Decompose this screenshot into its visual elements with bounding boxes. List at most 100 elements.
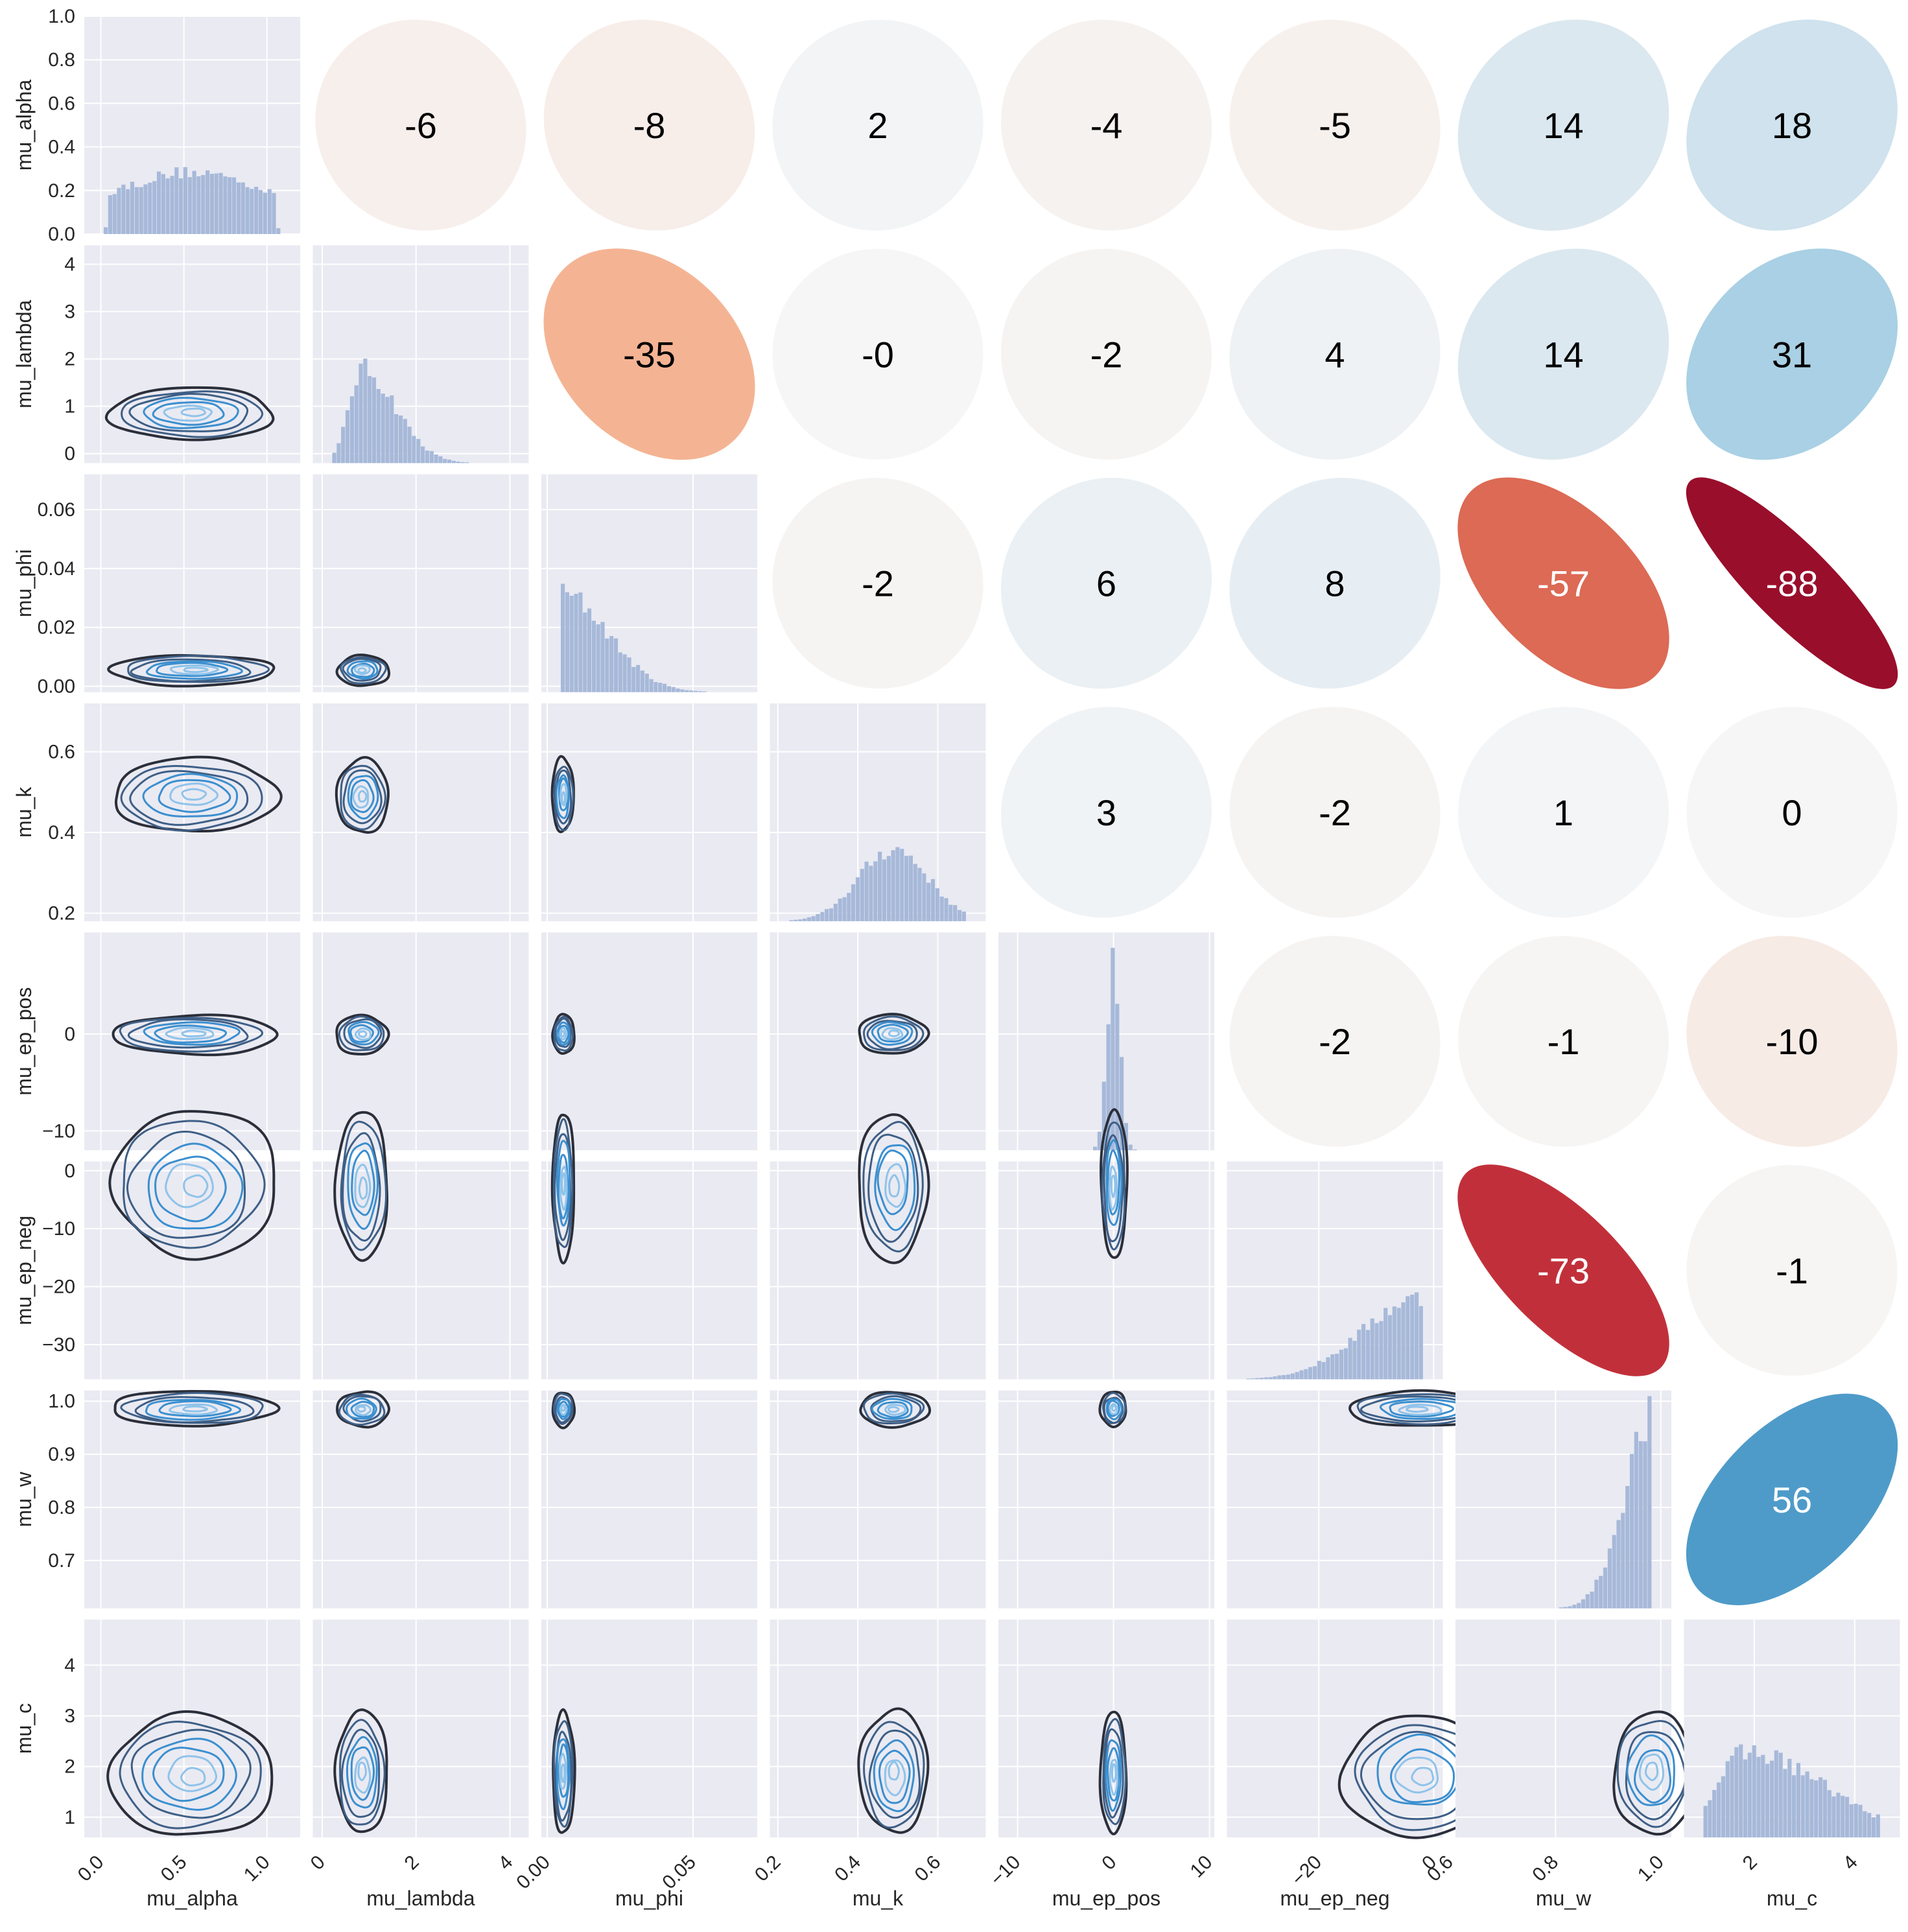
kde-contours: [858, 1113, 930, 1264]
y-tick-label: 0: [64, 443, 75, 465]
kde-contour: [357, 790, 368, 803]
kde-contour: [107, 654, 276, 688]
y-tick-label: 3: [64, 1706, 75, 1727]
y-tick-label: 0.00: [38, 676, 75, 698]
histogram-bar: [1290, 1373, 1295, 1380]
kde-contour: [340, 1728, 381, 1818]
correlation-ellipse: [543, 248, 755, 460]
histogram-bar: [1401, 1302, 1406, 1380]
kde-contour: [559, 1404, 568, 1416]
histogram-bar: [394, 414, 399, 464]
kde-contour: [1394, 1756, 1439, 1794]
y-tick-label: −30: [42, 1334, 75, 1356]
histogram-bar: [1876, 1814, 1880, 1838]
kde-panel: [1227, 1620, 1443, 1838]
kde-contour: [1644, 1761, 1659, 1782]
histogram-bar: [421, 446, 425, 464]
histogram-bar: [878, 851, 882, 921]
kde-contour: [1098, 1390, 1127, 1429]
histogram-bar: [1419, 1306, 1423, 1380]
histogram-bar: [1603, 1567, 1608, 1608]
histogram-bar: [1568, 1606, 1572, 1608]
kde-contour: [862, 1121, 924, 1253]
kde-contour: [556, 1738, 571, 1811]
correlation-label: -2: [1319, 792, 1351, 833]
histogram-bar: [183, 167, 187, 234]
kde-contour: [167, 1755, 218, 1793]
histogram-bar: [1616, 1520, 1621, 1608]
kde-contour: [143, 1021, 241, 1046]
histogram-bar: [1822, 1780, 1827, 1838]
histogram-bar: [214, 173, 218, 234]
kde-contour: [340, 764, 386, 831]
correlation-cell: -0: [772, 248, 983, 460]
histogram-panel: [541, 474, 757, 692]
correlation-ellipse: [1686, 707, 1898, 918]
histogram-bar: [1800, 1775, 1805, 1838]
kde-contour: [145, 660, 243, 680]
kde-contour: [561, 791, 566, 804]
kde-contour: [560, 1763, 566, 1784]
histogram-bar: [693, 690, 698, 692]
kde-contour: [169, 1403, 218, 1416]
kde-contour: [351, 1149, 375, 1216]
correlation-ellipse: [1457, 707, 1669, 918]
y-tick-label: 0.2: [48, 902, 75, 924]
histogram-bar: [957, 910, 962, 921]
histogram-bar: [605, 638, 609, 692]
kde-contour: [333, 1111, 389, 1262]
histogram-bar: [354, 385, 359, 464]
y-tick-label: 0: [64, 1024, 75, 1045]
y-tick-label: 0.6: [48, 742, 75, 763]
y-tick-label: 0.9: [48, 1444, 75, 1465]
y-tick-label: 0.2: [48, 180, 75, 202]
y-tick-label: −10: [42, 1120, 75, 1142]
correlation-cell: -2: [1229, 936, 1441, 1147]
kde-contour: [357, 667, 367, 674]
histogram-bar: [165, 178, 170, 234]
correlation-ellipse: [1457, 1164, 1669, 1376]
y-tick-label: 0: [64, 1160, 75, 1182]
histogram-bar: [1559, 1607, 1563, 1608]
y-tick-label: 0.04: [38, 558, 75, 580]
histogram-bar: [174, 167, 179, 234]
y-axis-label: mu_c: [12, 1703, 36, 1754]
kde-contour: [130, 658, 252, 683]
histogram-bar: [676, 689, 680, 692]
kde-contour: [554, 1017, 572, 1048]
histogram-bar: [565, 592, 569, 692]
kde-contour: [333, 1708, 388, 1833]
correlation-ellipse: [1457, 248, 1669, 460]
kde-contour: [350, 1746, 375, 1801]
histogram-bar: [263, 193, 267, 234]
kde-contour: [1105, 1398, 1123, 1420]
y-axis-label: mu_phi: [12, 549, 36, 617]
histogram-panel: [312, 245, 529, 464]
histogram-bar: [847, 893, 851, 921]
kde-contour: [884, 1163, 907, 1208]
correlation-cell: -8: [543, 19, 755, 231]
kde-contour: [552, 1708, 576, 1834]
kde-contour: [127, 654, 270, 683]
histogram-bar: [1625, 1486, 1630, 1608]
kde-contour: [556, 1398, 571, 1420]
kde-panel: [541, 1620, 757, 1838]
y-tick-label: 0.7: [48, 1550, 75, 1572]
histogram-bar: [1849, 1804, 1854, 1838]
kde-contour: [858, 1113, 930, 1264]
histogram-bar: [1352, 1341, 1357, 1380]
histogram-bar: [332, 453, 336, 464]
histogram-bar: [873, 861, 878, 921]
histogram-bar: [833, 904, 838, 921]
kde-contours: [550, 1113, 576, 1265]
histogram-bar: [192, 171, 196, 234]
histogram-bar: [689, 690, 694, 692]
histogram-bar: [130, 182, 135, 234]
histogram-bar: [112, 194, 117, 234]
y-tick-label: 4: [64, 254, 75, 276]
kde-contour: [559, 1027, 567, 1041]
histogram-bar: [1792, 1775, 1796, 1838]
histogram-bar: [895, 847, 900, 921]
y-tick-label: 1: [64, 1807, 75, 1828]
